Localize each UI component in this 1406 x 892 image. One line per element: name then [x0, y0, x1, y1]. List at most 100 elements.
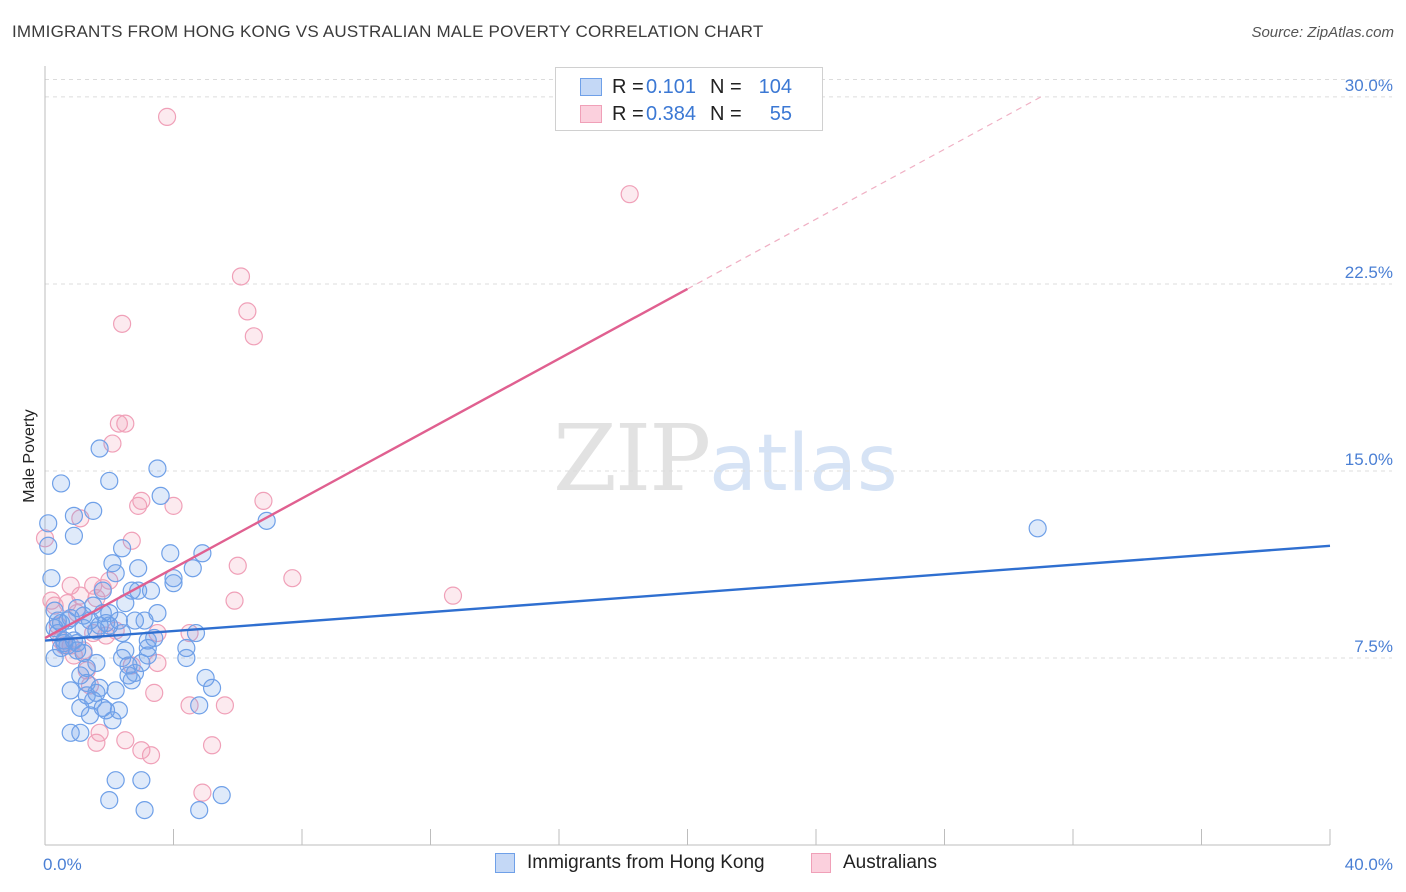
- correlation-legend: R = 0.101 N = 104 R = 0.384 N = 55: [555, 67, 823, 131]
- hong-kong-point: [164, 574, 183, 593]
- australians-trend-line: [44, 287, 689, 640]
- australians-point: [61, 576, 80, 595]
- australians-point: [157, 107, 177, 126]
- australians-point: [116, 731, 135, 750]
- hong-kong-point: [96, 701, 116, 720]
- legend-r-value: 0.101: [646, 75, 697, 98]
- source-label: Source: ZipAtlas.com: [1251, 24, 1394, 41]
- hong-kong-point: [116, 641, 135, 660]
- hong-kong-point: [48, 611, 67, 630]
- hong-kong-point: [151, 486, 170, 506]
- hong-kong-point: [125, 663, 145, 683]
- hong-kong-point: [61, 681, 80, 700]
- hong-kong-point: [112, 623, 132, 643]
- australians-point: [122, 531, 141, 550]
- hong-kong-point: [132, 653, 151, 673]
- australians-point: [238, 302, 257, 321]
- trend-lines: [44, 96, 1331, 642]
- hong-kong-point: [77, 658, 96, 678]
- hong-kong-point: [71, 666, 90, 685]
- hong-kong-point: [103, 554, 122, 573]
- hong-kong-point: [71, 723, 90, 742]
- hong-kong-point: [93, 581, 112, 600]
- hong-kong-point: [183, 559, 202, 578]
- series-australians-points: [35, 107, 639, 802]
- hong-kong-point: [109, 701, 128, 720]
- chart-title: IMMIGRANTS FROM HONG KONG VS AUSTRALIAN …: [12, 22, 764, 41]
- hong-kong-point: [103, 711, 122, 730]
- australians-point: [231, 267, 251, 286]
- hong-kong-point: [51, 474, 71, 493]
- australians-point: [225, 591, 244, 610]
- y-tick-label: 22.5%: [1345, 263, 1393, 282]
- hong-kong-point: [138, 646, 157, 665]
- australians-trend-extension: [687, 96, 1042, 290]
- australians-point: [193, 783, 212, 802]
- y-axis-label: Male Poverty: [21, 409, 38, 502]
- hong-kong-point: [177, 638, 196, 658]
- hong-kong-point: [135, 800, 154, 820]
- axes: [44, 66, 1331, 846]
- hong-kong-point: [90, 678, 109, 698]
- hong-kong-point: [148, 459, 167, 478]
- hong-kong-point: [100, 791, 119, 810]
- hong-kong-point: [190, 800, 209, 820]
- australians-point: [109, 414, 128, 433]
- legend-row-hong-kong: R = 0.101 N = 104: [580, 75, 792, 99]
- hong-kong-point: [84, 501, 103, 520]
- hong-kong-point: [177, 648, 196, 668]
- legend-swatch-hong-kong: [580, 78, 602, 96]
- australians-point: [443, 586, 463, 605]
- hong-kong-point: [106, 771, 125, 790]
- australians-point: [87, 733, 106, 752]
- legend-label-hong-kong: Immigrants from Hong Kong: [527, 852, 765, 873]
- hong-kong-point: [87, 683, 106, 702]
- hong-kong-point: [1028, 519, 1047, 538]
- australians-point: [215, 696, 234, 715]
- legend-n-value: 104: [758, 75, 792, 98]
- legend-item-australians: Australians: [811, 852, 937, 874]
- hong-kong-point: [51, 638, 71, 658]
- hong-kong-point: [100, 471, 119, 491]
- australians-point: [145, 683, 164, 702]
- hong-kong-point: [64, 526, 84, 545]
- hong-kong-point: [42, 569, 61, 588]
- y-tick-label: 30.0%: [1345, 76, 1393, 95]
- hong-kong-point: [190, 696, 209, 715]
- hong-kong-point: [74, 643, 93, 663]
- hong-kong-point: [138, 638, 157, 658]
- legend-item-hong-kong: Immigrants from Hong Kong: [495, 852, 765, 874]
- hong-kong-point: [87, 653, 106, 673]
- australians-point: [116, 414, 135, 433]
- australians-point: [202, 736, 222, 755]
- australians-point: [244, 327, 263, 346]
- watermark-atlas: atlas: [709, 419, 898, 509]
- australians-point: [132, 741, 151, 760]
- hong-kong-point: [39, 514, 58, 533]
- hong-kong-point: [129, 559, 148, 578]
- hong-kong-point: [186, 623, 206, 643]
- hong-kong-trend-line: [44, 544, 1331, 642]
- legend-swatch-hong-kong: [495, 853, 515, 873]
- hong-kong-point: [39, 536, 58, 555]
- hong-kong-point: [202, 678, 222, 698]
- hong-kong-point: [90, 439, 109, 458]
- australians-point: [148, 653, 167, 673]
- hong-kong-point: [141, 581, 161, 600]
- series-hong-kong-points: [39, 439, 1047, 820]
- hong-kong-point: [132, 771, 151, 790]
- legend-n-label: N =: [710, 75, 742, 98]
- australians-point: [129, 496, 148, 515]
- australians-point: [180, 696, 199, 715]
- legend-r-label: R =: [612, 102, 644, 125]
- legend-swatch-australians: [580, 105, 602, 123]
- australians-point: [100, 571, 119, 590]
- hong-kong-point: [106, 564, 125, 583]
- x-tick-label: 40.0%: [1345, 855, 1393, 874]
- y-tick-label: 15.0%: [1345, 450, 1393, 469]
- australians-point: [164, 496, 183, 515]
- legend-r-label: R =: [612, 75, 644, 98]
- legend-label-australians: Australians: [843, 852, 937, 873]
- tick-labels: 7.5% 15.0% 22.5% 30.0% 0.0% 40.0%: [43, 76, 1393, 874]
